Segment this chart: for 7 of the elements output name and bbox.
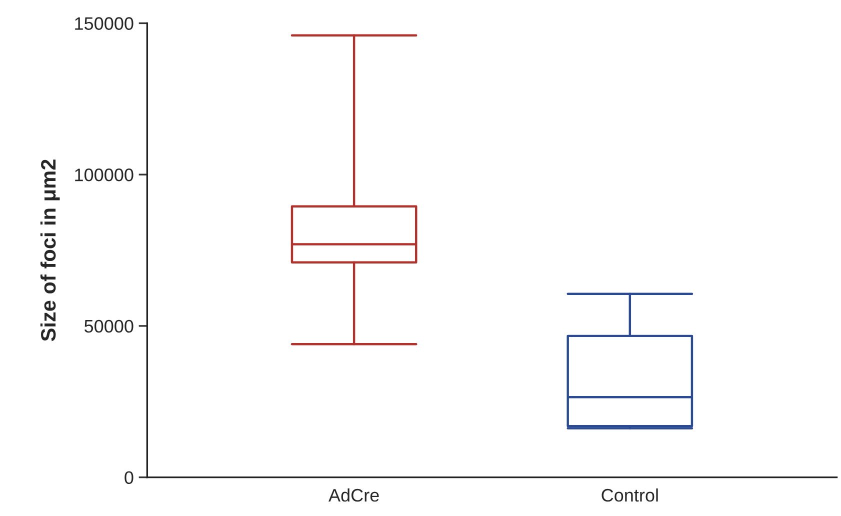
y-axis-title: Size of foci in μm2 bbox=[40, 160, 60, 342]
y-tick-label: 150000 bbox=[75, 17, 134, 30]
y-tick-label: 100000 bbox=[75, 168, 134, 182]
y-tick-label: 0 bbox=[124, 471, 134, 484]
y-tick-label: 50000 bbox=[84, 320, 134, 333]
x-tick-label: Control bbox=[602, 488, 658, 502]
x-tick-label: AdCre bbox=[328, 488, 379, 502]
